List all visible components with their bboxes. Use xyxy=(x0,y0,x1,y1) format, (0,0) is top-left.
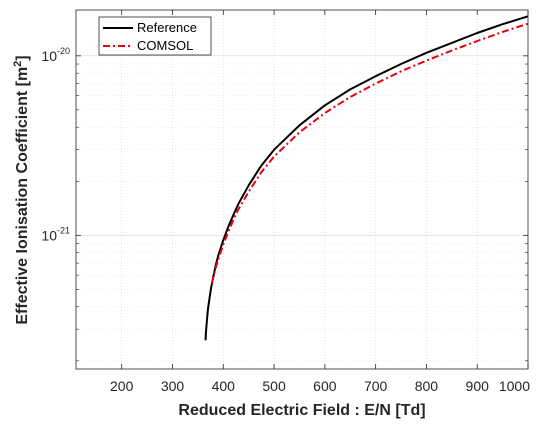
plot-frame xyxy=(75,9,529,370)
series-line-reference xyxy=(204,15,529,341)
x-tick-label: 300 xyxy=(161,378,185,394)
legend-box xyxy=(98,16,212,56)
legend: Reference COMSOL xyxy=(98,16,212,56)
y-tick-exponent: -20 xyxy=(57,46,70,56)
major-grid xyxy=(76,10,528,369)
x-axis-title: Reduced Electric Field : E/N [Td] xyxy=(178,402,425,419)
y-tick-exponent: -21 xyxy=(57,225,70,235)
minor-grid xyxy=(76,63,528,362)
plot-area xyxy=(76,10,528,369)
x-tick-label: 800 xyxy=(415,378,439,394)
x-tick-label: 700 xyxy=(364,378,388,394)
x-tick-label: 400 xyxy=(212,378,236,394)
x-tick-label: 200 xyxy=(110,378,134,394)
x-tick-label: 1000 xyxy=(499,378,530,394)
x-tick-label: 500 xyxy=(262,378,286,394)
series-layer xyxy=(204,15,529,341)
y-tick-label: 10-20 xyxy=(41,46,70,64)
x-tick-label: 600 xyxy=(313,378,337,394)
y-axis-title: Effective Ionisation Coefficient [m2] xyxy=(12,55,31,324)
legend-label-comsol: COMSOL xyxy=(137,38,193,53)
legend-label-reference: Reference xyxy=(137,20,197,35)
y-axis-title-exp: 2 xyxy=(12,61,24,67)
x-tick-label: 900 xyxy=(466,378,490,394)
y-tick-base: 10 xyxy=(41,48,57,64)
tick-marks xyxy=(76,10,529,369)
y-axis-title-main: Effective Ionisation Coefficient [m xyxy=(14,67,31,325)
y-tick-base: 10 xyxy=(41,227,57,243)
x-tick-labels: 200 300 400 500 600 700 800 900 1000 xyxy=(110,378,530,394)
y-tick-label: 10-21 xyxy=(41,225,70,243)
y-axis-title-suffix: ] xyxy=(14,55,31,60)
